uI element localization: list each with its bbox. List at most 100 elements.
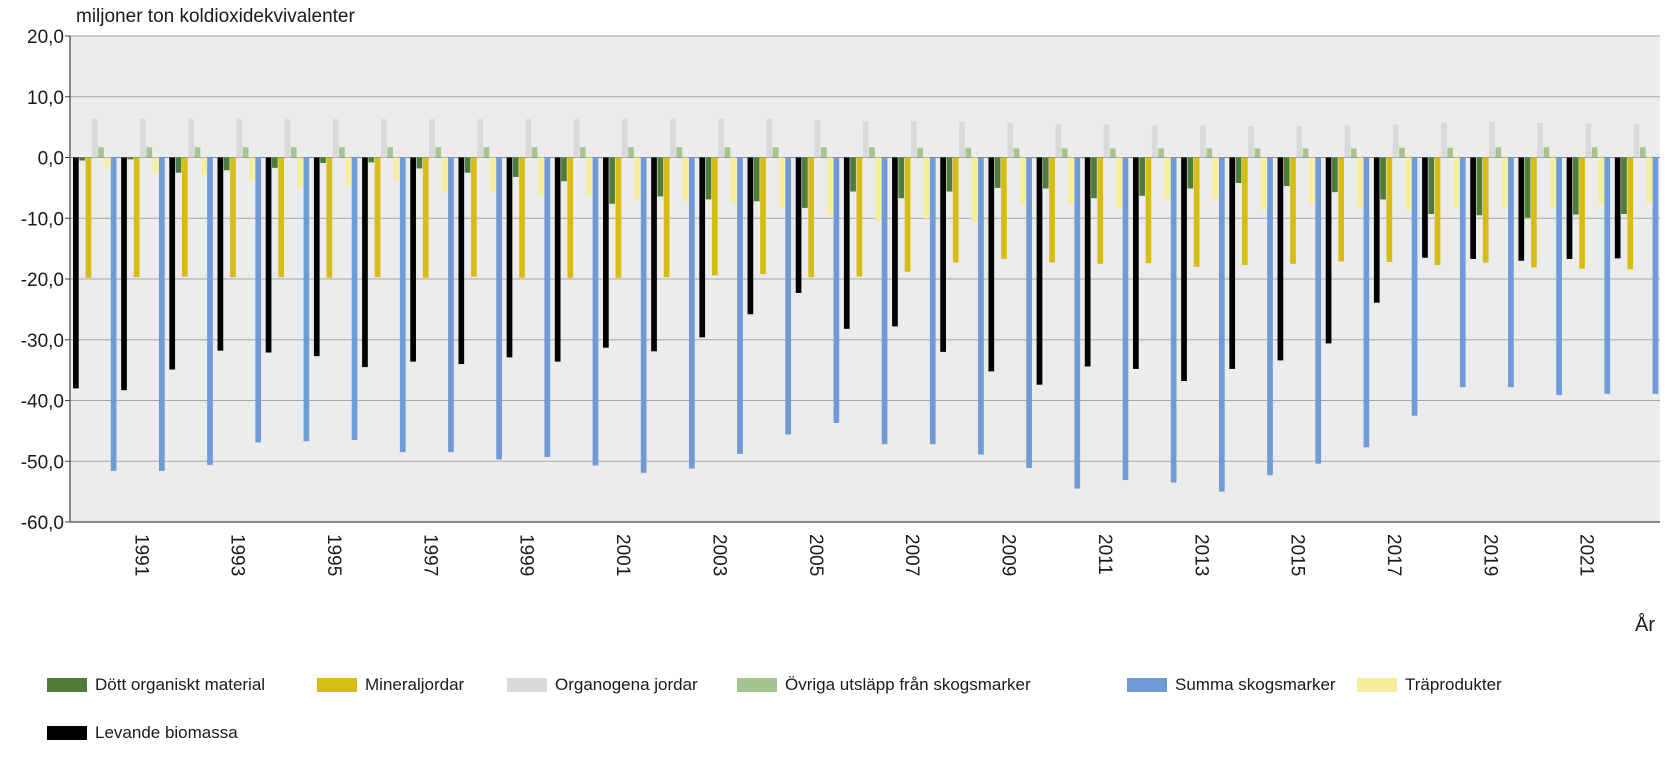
- bar--vriga-utsl-pp-fr-n-skogsmarker-1991: [146, 147, 153, 158]
- legend-swatch: [507, 678, 547, 692]
- bar--vriga-utsl-pp-fr-n-skogsmarker-2008: [965, 147, 972, 158]
- bar-tr-produkter-1990: [104, 157, 111, 168]
- bar-mineraljordar-1996: [374, 157, 381, 278]
- bar-summa-skogsmarker-2007: [929, 157, 936, 445]
- bar-organogena-jordar-1990: [91, 119, 98, 158]
- x-axis-title: År: [1635, 614, 1655, 636]
- bar-d-tt-organiskt-material-1991: [127, 157, 134, 160]
- bar--vriga-utsl-pp-fr-n-skogsmarker-2009: [1013, 148, 1020, 158]
- bar--vriga-utsl-pp-fr-n-skogsmarker-1998: [483, 147, 490, 158]
- bar-organogena-jordar-1998: [477, 119, 484, 158]
- bar-organogena-jordar-1999: [525, 119, 532, 158]
- legend-item: Mineraljordar: [317, 675, 464, 695]
- bar-levande-biomassa-2000: [554, 157, 561, 362]
- bar-summa-skogsmarker-1999: [544, 157, 551, 457]
- bar-organogena-jordar-2010: [1055, 124, 1062, 158]
- bar-mineraljordar-2022: [1627, 157, 1634, 270]
- x-tick-label: 2007: [901, 534, 922, 576]
- bar-summa-skogsmarker-2010: [1074, 157, 1081, 489]
- bar-tr-produkter-2021: [1598, 157, 1604, 205]
- bar-d-tt-organiskt-material-2003: [705, 157, 712, 200]
- x-tick-label: 2001: [612, 534, 633, 576]
- bar-tr-produkter-2006: [875, 157, 882, 222]
- bar--vriga-utsl-pp-fr-n-skogsmarker-2005: [820, 147, 827, 158]
- bar-levande-biomassa-2013: [1181, 157, 1187, 382]
- bar-summa-skogsmarker-1996: [399, 157, 406, 453]
- bar--vriga-utsl-pp-fr-n-skogsmarker-2011: [1110, 148, 1116, 158]
- bar-organogena-jordar-2000: [573, 119, 580, 158]
- y-axis-title: miljoner ton koldioxidekvivalenter: [76, 6, 355, 27]
- bar-mineraljordar-1990: [85, 157, 92, 278]
- bar-summa-skogsmarker-1993: [255, 157, 262, 443]
- bar--vriga-utsl-pp-fr-n-skogsmarker-2007: [917, 147, 923, 158]
- bar-summa-skogsmarker-2012: [1170, 157, 1177, 483]
- bar-d-tt-organiskt-material-2014: [1235, 157, 1242, 184]
- bar-mineraljordar-2008: [952, 157, 959, 263]
- bar-d-tt-organiskt-material-1990: [79, 157, 85, 161]
- legend-item: Träprodukter: [1357, 675, 1502, 695]
- bar--vriga-utsl-pp-fr-n-skogsmarker-2006: [869, 147, 875, 158]
- legend-label: Organogena jordar: [555, 675, 698, 694]
- bar-levande-biomassa-2002: [651, 157, 657, 352]
- legend-swatch: [47, 678, 87, 692]
- x-tick-label: 2003: [708, 534, 729, 576]
- bar-d-tt-organiskt-material-2008: [946, 157, 953, 192]
- bar-summa-skogsmarker-1990: [110, 157, 117, 471]
- bar-mineraljordar-2016: [1338, 157, 1345, 262]
- bar-summa-skogsmarker-2002: [688, 157, 695, 469]
- bar-d-tt-organiskt-material-1992: [175, 157, 182, 173]
- bar-tr-produkter-1995: [345, 157, 352, 186]
- bar-tr-produkter-2011: [1116, 157, 1123, 207]
- y-tick-label: -30,0: [21, 331, 64, 352]
- bar-levande-biomassa-2007: [892, 157, 898, 327]
- bar-mineraljordar-2005: [808, 157, 815, 278]
- bar-organogena-jordar-2021: [1585, 123, 1592, 158]
- bar-organogena-jordar-2007: [910, 121, 917, 158]
- bar-tr-produkter-2000: [586, 157, 593, 196]
- bar-mineraljordar-2019: [1482, 157, 1489, 263]
- bar--vriga-utsl-pp-fr-n-skogsmarker-2003: [724, 147, 731, 158]
- bar-levande-biomassa-2003: [699, 157, 706, 338]
- bar-levande-biomassa-2001: [603, 157, 609, 348]
- bar-mineraljordar-1994: [278, 157, 285, 278]
- bar-levande-biomassa-2022: [1614, 157, 1621, 259]
- bar-organogena-jordar-2005: [814, 120, 821, 158]
- bar-tr-produkter-1994: [297, 157, 303, 188]
- bar-tr-produkter-2003: [730, 157, 737, 204]
- x-tick-label: 1995: [323, 534, 344, 576]
- bar-d-tt-organiskt-material-1997: [416, 157, 423, 169]
- bar-levande-biomassa-2011: [1084, 157, 1091, 367]
- bar-d-tt-organiskt-material-2006: [850, 157, 856, 192]
- bar-levande-biomassa-2012: [1133, 157, 1139, 369]
- bar--vriga-utsl-pp-fr-n-skogsmarker-1990: [98, 147, 104, 158]
- bar--vriga-utsl-pp-fr-n-skogsmarker-2012: [1158, 148, 1164, 158]
- bar-mineraljordar-1998: [471, 157, 477, 277]
- y-tick-label: -10,0: [21, 209, 64, 230]
- bar-d-tt-organiskt-material-2020: [1524, 157, 1531, 218]
- bar-organogena-jordar-1994: [284, 119, 291, 158]
- bar-summa-skogsmarker-2011: [1122, 157, 1129, 481]
- bar-summa-skogsmarker-2016: [1363, 157, 1370, 448]
- legend-label: Levande biomassa: [95, 723, 238, 742]
- bar-mineraljordar-2020: [1531, 157, 1537, 268]
- bar-mineraljordar-2015: [1290, 157, 1296, 264]
- bar-tr-produkter-2012: [1164, 157, 1171, 200]
- bar-summa-skogsmarker-2005: [833, 157, 840, 423]
- bar-d-tt-organiskt-material-2022: [1621, 157, 1627, 214]
- bar-levande-biomassa-2006: [843, 157, 850, 329]
- bar-mineraljordar-1992: [181, 157, 188, 277]
- bar-mineraljordar-2002: [663, 157, 670, 278]
- legend-item: Levande biomassa: [47, 723, 238, 743]
- bar-summa-skogsmarker-2019: [1508, 157, 1514, 388]
- bar-levande-biomassa-1991: [121, 157, 127, 391]
- bar-d-tt-organiskt-material-2007: [898, 157, 905, 199]
- bar-mineraljordar-1995: [326, 157, 333, 278]
- bar-organogena-jordar-2012: [1151, 125, 1158, 158]
- bar-d-tt-organiskt-material-2015: [1283, 157, 1290, 187]
- bar-organogena-jordar-2002: [670, 119, 676, 158]
- bar-tr-produkter-1991: [152, 157, 159, 174]
- bar-d-tt-organiskt-material-1994: [272, 157, 278, 168]
- bar--vriga-utsl-pp-fr-n-skogsmarker-2004: [772, 147, 779, 158]
- bar-organogena-jordar-2009: [1007, 122, 1014, 158]
